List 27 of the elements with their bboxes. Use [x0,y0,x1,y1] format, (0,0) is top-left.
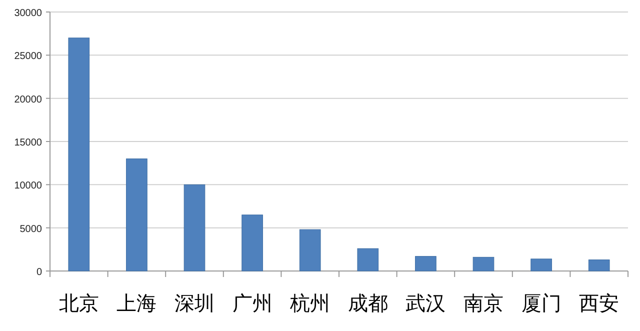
bar [415,256,436,272]
bar [357,248,379,272]
x-tick-label: 上海 [116,291,157,315]
y-tick-label: 15000 [14,138,42,148]
x-tick-label: 深圳 [174,291,214,315]
y-tick-label: 30000 [14,8,42,19]
x-tick-label: 广州 [232,291,272,315]
bar [126,158,148,272]
bar [242,214,263,272]
x-tick-label: 南京 [464,291,504,315]
bar [472,256,494,272]
x-tick-label: 西安 [579,291,620,315]
bar [530,258,552,272]
x-tick-label: 杭州 [289,291,330,315]
y-tick-label: 25000 [14,51,42,62]
bar [68,38,90,272]
bar [184,184,206,272]
y-tick-label: 10000 [14,180,42,192]
x-tick-label: 成都 [348,291,388,315]
y-tick-label: 20000 [14,94,42,106]
bar [299,229,321,272]
x-tick-label: 厦门 [521,291,562,315]
x-tick-label: 北京 [58,291,99,315]
y-tick-label: 0 [36,267,42,278]
y-tick-label: 5000 [20,224,42,235]
bar [588,260,610,272]
x-tick-label: 武汉 [406,291,446,315]
